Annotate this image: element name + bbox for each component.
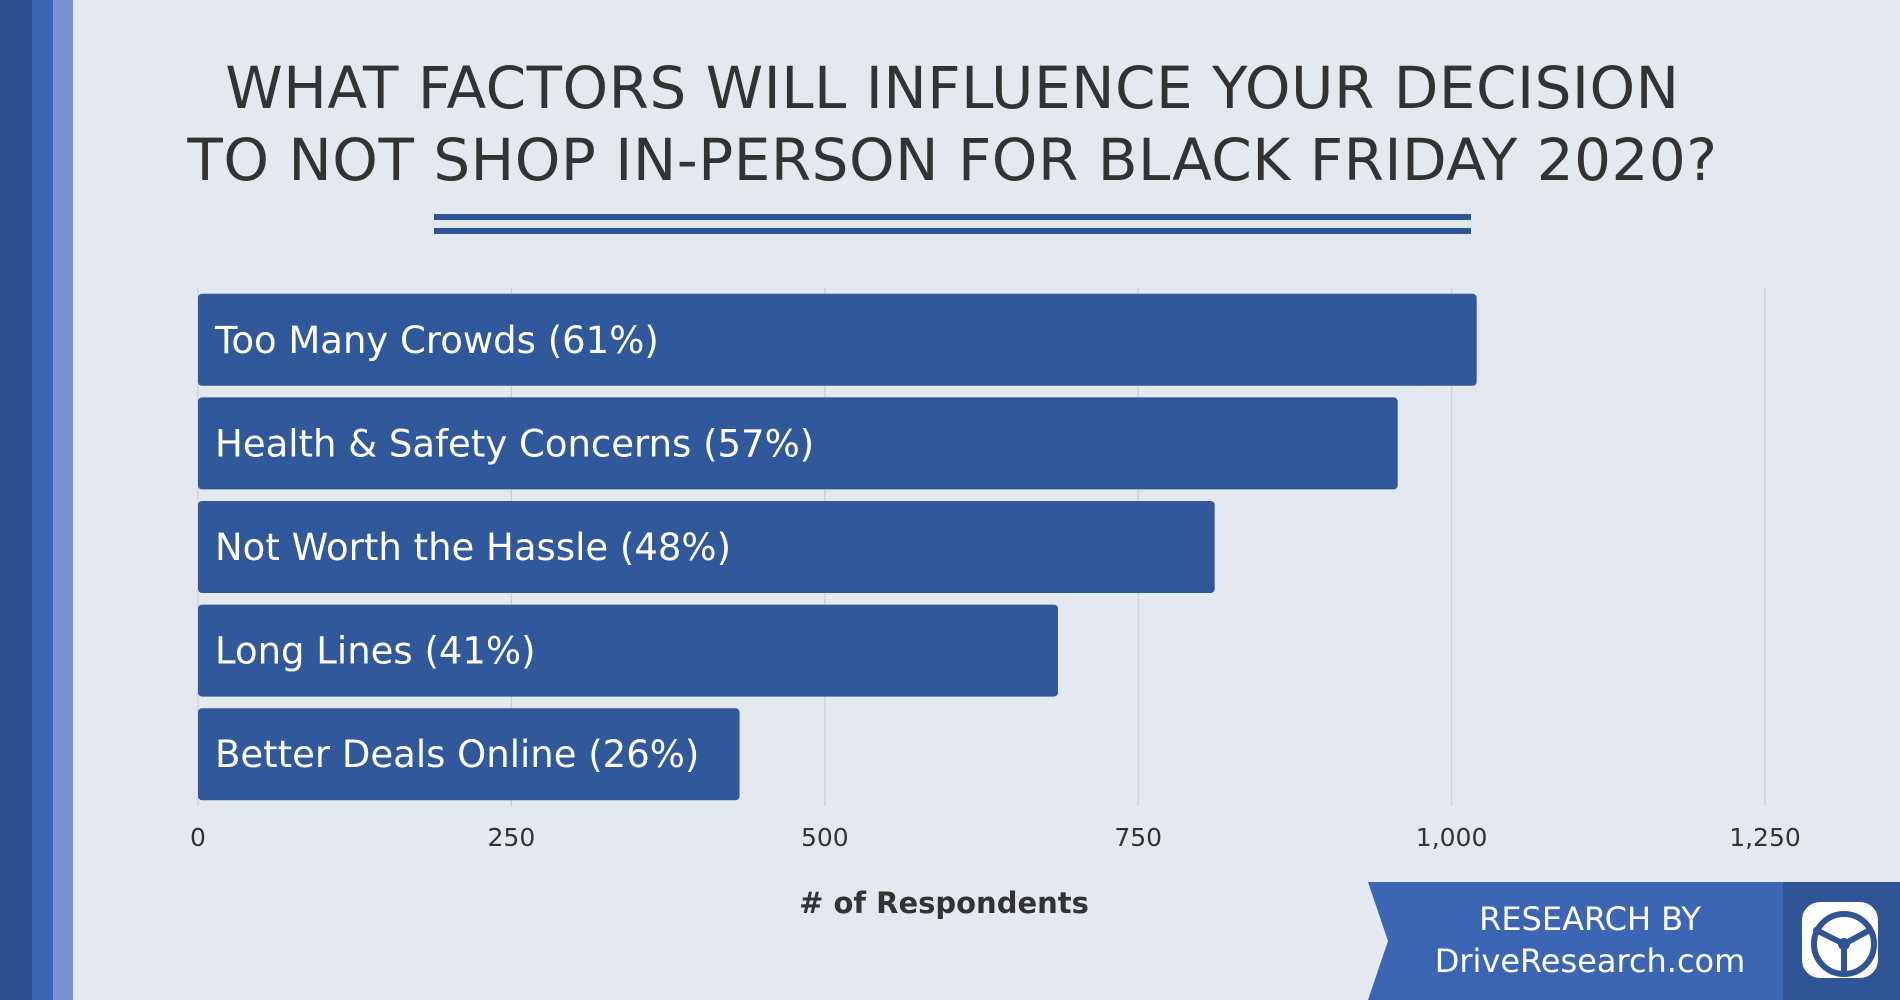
x-tick-label: 0: [190, 823, 206, 852]
bars: Too Many Crowds (61%) Health & Safety Con…: [198, 293, 1477, 801]
bar: [198, 397, 1398, 490]
badge-text: RESEARCH BY DriveResearch.com: [1400, 898, 1780, 982]
x-tick-label: 1,250: [1729, 823, 1801, 852]
x-tick-label: 1,000: [1416, 823, 1488, 852]
bar-label: Better Deals Online (26%): [215, 733, 699, 776]
left-stripe-dark: [0, 0, 32, 1000]
x-tick-label: 500: [801, 823, 849, 852]
x-tick-label: 750: [1114, 823, 1162, 852]
chart-title-line-1: WHAT FACTORS WILL INFLUENCE YOUR DECISIO…: [225, 54, 1680, 122]
chart-title-line-2: TO NOT SHOP IN-PERSON FOR BLACK FRIDAY 2…: [187, 126, 1718, 194]
x-axis-ticks: 0 250 500 750 1,000 1,250: [190, 823, 1801, 852]
bar-label: Health & Safety Concerns (57%): [215, 422, 814, 465]
bar: [198, 604, 1058, 697]
x-axis-title: # of Respondents: [799, 886, 1089, 920]
badge-line-2: DriveResearch.com: [1434, 942, 1746, 980]
bar-label: Not Worth the Hassle (48%): [215, 526, 731, 569]
left-stripe-mid: [32, 0, 53, 1000]
title-underline-top: [434, 214, 1471, 220]
badge-line-1: RESEARCH BY: [1479, 900, 1701, 938]
title-underline-bottom: [434, 228, 1471, 234]
left-stripe-light: [53, 0, 73, 1000]
bar: [198, 501, 1215, 593]
bar: [198, 293, 1477, 386]
badge-ribbon: [1368, 882, 1783, 1000]
bar: [198, 708, 740, 801]
steering-wheel-icon: [1802, 902, 1878, 978]
bar-label: Too Many Crowds (61%): [214, 319, 659, 362]
bar-label: Long Lines (41%): [215, 630, 536, 673]
chart-title: WHAT FACTORS WILL INFLUENCE YOUR DECISIO…: [100, 52, 1805, 196]
x-tick-label: 250: [488, 823, 536, 852]
